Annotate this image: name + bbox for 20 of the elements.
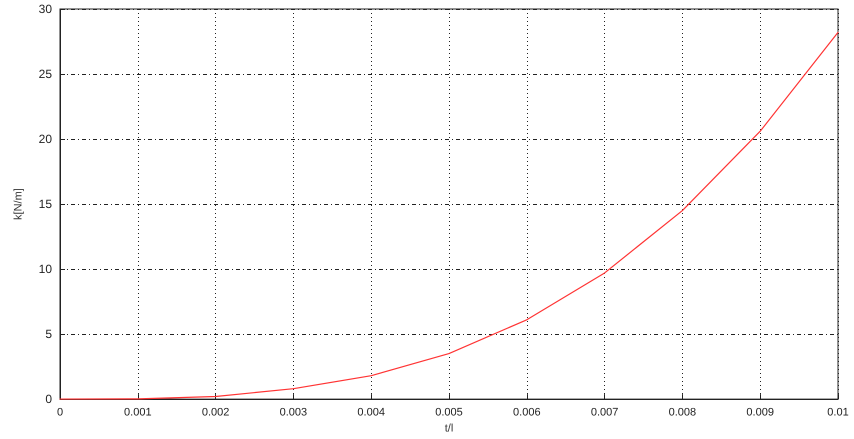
y-tick-label: 30 [38,2,52,16]
y-tick-label: 20 [38,132,52,146]
x-tick-label: 0.005 [435,406,463,419]
x-tick-label: 0.007 [590,406,618,419]
x-tick-label: 0.004 [357,406,385,419]
x-tick-label: 0.001 [124,406,152,419]
y-tick-label: 5 [45,327,52,342]
y-axis-title: k[N/m] [12,188,24,220]
x-tick-label: 0.003 [280,406,308,419]
y-tick-label: 0 [45,392,52,406]
x-tick-label: 0.009 [746,406,774,419]
y-tick-label: 10 [38,262,52,276]
x-tick-label: 0.006 [513,406,541,419]
x-tick-label: 0.002 [202,406,230,419]
y-tick-label: 25 [38,67,52,82]
x-tick-label: 0.008 [668,406,696,419]
x-axis-title: t/l [444,422,454,434]
x-tick-label: 0.01 [827,406,849,419]
y-tick-label: 15 [38,197,52,212]
x-tick-label: 0 [56,406,64,419]
